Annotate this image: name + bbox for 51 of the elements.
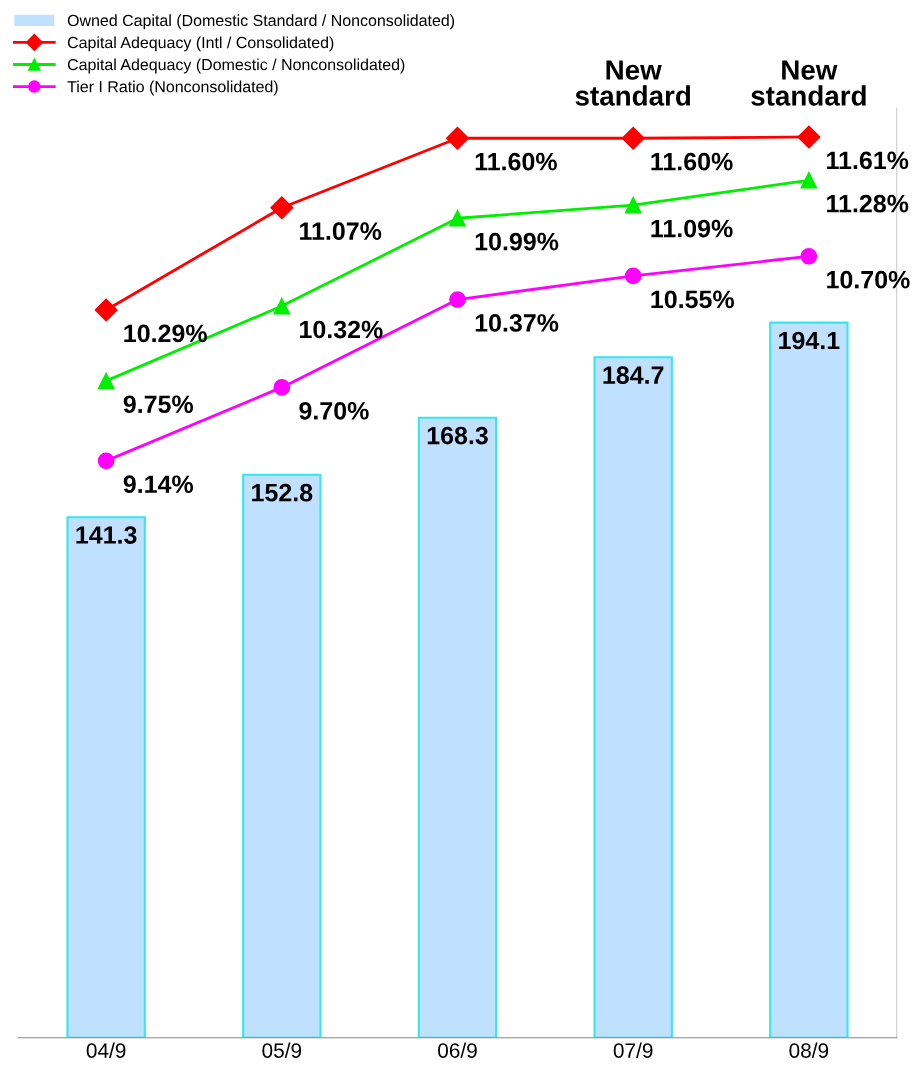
bar xyxy=(242,473,322,1038)
text: New standard xyxy=(575,60,691,106)
bar xyxy=(66,516,146,1038)
point xyxy=(273,379,291,396)
point xyxy=(97,372,115,390)
point xyxy=(624,196,642,214)
point xyxy=(621,126,645,150)
x-tick-label: 05/9 xyxy=(262,1042,302,1058)
data-label: 10.37% xyxy=(475,314,559,332)
data-label: 184.7 xyxy=(603,366,664,384)
bar xyxy=(417,416,498,1038)
data-label: 11.07% xyxy=(300,222,382,241)
bar xyxy=(593,356,673,1038)
point xyxy=(446,126,469,150)
x-tick-label: 06/9 xyxy=(438,1042,477,1058)
legend-label: Tier I Ratio (Nonconsolidated) xyxy=(67,80,278,96)
x-tick-label: 08/9 xyxy=(789,1042,829,1058)
point xyxy=(97,452,115,470)
legend-label: Owned Capital (Domestic Standard / Nonconsolidated) xyxy=(67,14,455,30)
data-label: 9.14% xyxy=(123,475,194,494)
data-label: 10.29% xyxy=(124,324,207,343)
data-label: 9.70% xyxy=(299,401,369,420)
point xyxy=(270,196,294,220)
legend-label: Capital Adequacy (Intl / Consolidated) xyxy=(67,36,334,52)
point xyxy=(800,247,818,265)
data-label: 11.60% xyxy=(651,152,733,171)
data-label: 11.28% xyxy=(827,194,909,213)
data-label: 10.99% xyxy=(475,232,559,251)
data-label: 152.8 xyxy=(252,483,313,502)
x-tick-label: 07/9 xyxy=(613,1042,653,1058)
point xyxy=(624,267,642,285)
point xyxy=(449,291,466,308)
data-label: 10.55% xyxy=(651,290,734,309)
text: New standard xyxy=(751,60,866,106)
data-label: 141.3 xyxy=(76,526,137,544)
data-label: 10.32% xyxy=(300,320,383,339)
point xyxy=(94,298,118,322)
data-label: 9.75% xyxy=(123,395,194,414)
data-label: 194.1 xyxy=(779,331,840,350)
data-label: 10.70% xyxy=(827,270,910,289)
data-label: 11.61% xyxy=(827,151,909,170)
point xyxy=(800,171,818,189)
data-label: 11.09% xyxy=(651,219,733,238)
legend-label: Capital Adequacy (Domestic / Nonconsolidated) xyxy=(67,58,405,74)
point xyxy=(797,125,821,149)
x-tick-label: 04/9 xyxy=(86,1042,126,1058)
bar xyxy=(769,321,849,1038)
point xyxy=(273,297,291,315)
data-label: 168.3 xyxy=(427,426,488,445)
data-label: 11.60% xyxy=(475,152,557,171)
point xyxy=(449,209,466,227)
